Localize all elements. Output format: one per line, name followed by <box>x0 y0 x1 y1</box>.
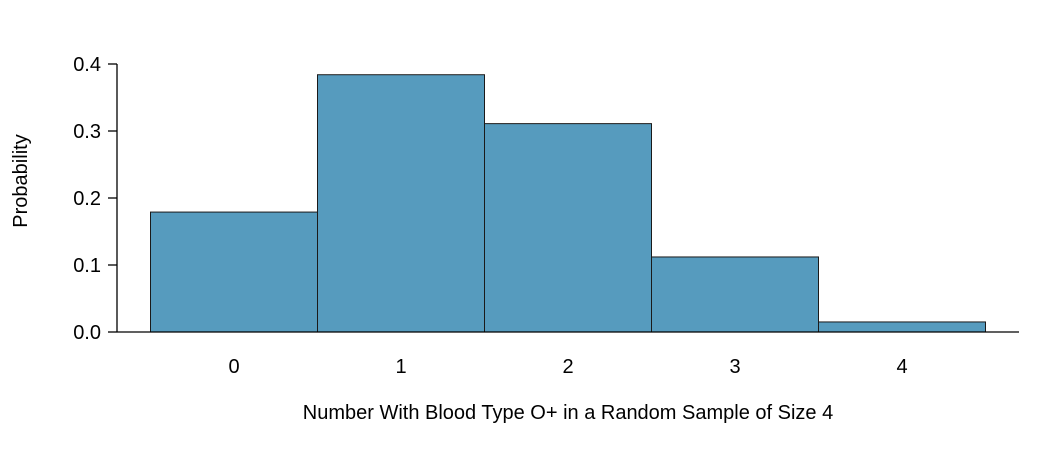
bar-2 <box>484 123 652 333</box>
x-axis-title: Number With Blood Type O+ in a Random Sa… <box>303 402 833 424</box>
x-tick-label: 2 <box>562 356 573 378</box>
x-tick-label: 3 <box>729 356 740 378</box>
y-tick-label: 0.1 <box>73 255 101 277</box>
bar-4 <box>818 321 986 333</box>
y-axis-title: Probability <box>10 134 32 227</box>
y-tick-label: 0.4 <box>73 54 101 76</box>
x-axis: 0 1 2 3 4 <box>117 331 1019 378</box>
bars <box>150 74 986 333</box>
y-tick-label: 0.0 <box>73 322 101 344</box>
y-axis: 0.0 0.1 0.2 0.3 0.4 <box>73 54 118 344</box>
bar-1 <box>317 74 485 333</box>
bar-3 <box>651 256 819 333</box>
bar-0 <box>150 211 318 333</box>
y-tick-label: 0.2 <box>73 188 101 210</box>
x-tick-label: 0 <box>228 356 239 378</box>
x-tick-label: 4 <box>896 356 907 378</box>
y-tick-label: 0.3 <box>73 121 101 143</box>
x-tick-label: 1 <box>395 356 406 378</box>
